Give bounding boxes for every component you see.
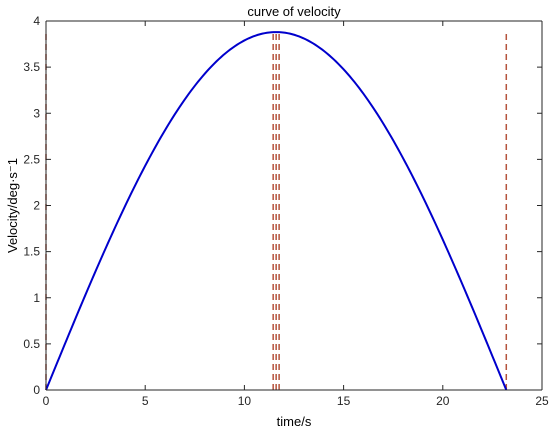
y-tick-label: 2.5 xyxy=(23,152,40,166)
y-axis-label: Velocity/deg·s⁻1 xyxy=(5,158,20,253)
x-tick-label: 25 xyxy=(535,394,549,408)
y-tick-label: 3 xyxy=(33,106,40,120)
y-tick-label: 4 xyxy=(33,14,40,28)
x-tick-label: 20 xyxy=(436,394,450,408)
y-tick-label: 0.5 xyxy=(23,337,40,351)
y-tick-label: 0 xyxy=(33,383,40,397)
x-tick-label: 5 xyxy=(142,394,149,408)
series-line-velocity xyxy=(45,31,508,391)
chart-title: curve of velocity xyxy=(247,4,341,19)
plot-area xyxy=(46,21,542,390)
x-tick-label: 0 xyxy=(43,394,50,408)
x-tick-label: 15 xyxy=(337,394,351,408)
x-axis-label: time/s xyxy=(277,414,312,429)
y-tick-label: 3.5 xyxy=(23,60,40,74)
y-tick-label: 1.5 xyxy=(23,245,40,259)
y-tick-label: 1 xyxy=(33,291,40,305)
y-tick-label: 2 xyxy=(33,199,40,213)
ticks: 0 5 10 15 20 25 0 0.5 1 1.5 2 2.5 3 3.5 4 xyxy=(23,14,549,408)
x-tick-label: 10 xyxy=(238,394,252,408)
